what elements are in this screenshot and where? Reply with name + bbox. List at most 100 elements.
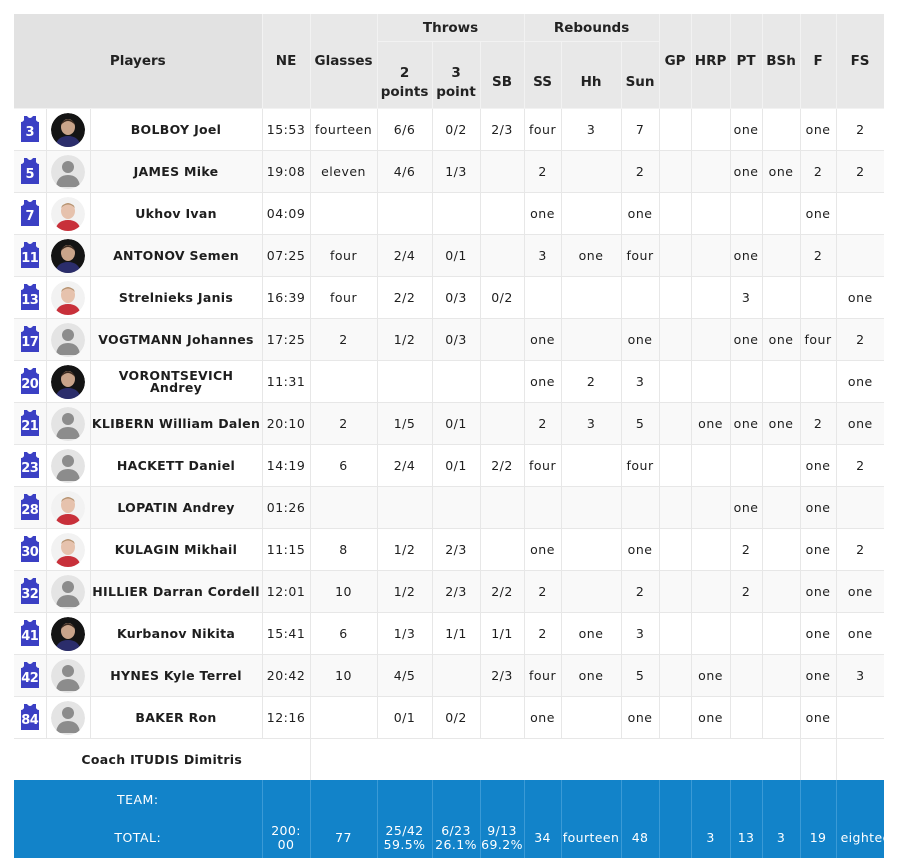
stat-fs: 2 [836, 109, 884, 151]
player-photo-cell [46, 445, 90, 487]
stat-bsh [762, 445, 800, 487]
player-name[interactable]: BAKER Ron [90, 697, 262, 739]
header-pt[interactable]: PT [730, 14, 762, 109]
stat-f: one [800, 445, 836, 487]
header-gp[interactable]: GP [659, 14, 691, 109]
header-sb[interactable]: SB [480, 42, 524, 109]
stat-two: 1/3 [377, 613, 432, 655]
header-bsh[interactable]: BSh [762, 14, 800, 109]
jersey-icon: 13 [21, 284, 39, 310]
header-players[interactable]: Players [14, 14, 262, 109]
stat-glasses: four [310, 235, 377, 277]
stat-hrp [691, 445, 730, 487]
stat-ne: 15:41 [262, 613, 310, 655]
player-name[interactable]: LOPATIN Andrey [90, 487, 262, 529]
stat-f: one [800, 655, 836, 697]
stat-bsh [762, 193, 800, 235]
header-ne[interactable]: NE [262, 14, 310, 109]
stat-hh [561, 487, 621, 529]
player-name[interactable]: HYNES Kyle Terrel [90, 655, 262, 697]
player-photo-cell [46, 151, 90, 193]
player-name[interactable]: HILLIER Darran Cordell [90, 571, 262, 613]
stat-ne: 15:53 [262, 109, 310, 151]
stat-three: 1/1 [432, 613, 480, 655]
player-name[interactable]: KULAGIN Mikhail [90, 529, 262, 571]
header-hrp[interactable]: HRP [691, 14, 730, 109]
stat-bsh [762, 655, 800, 697]
player-name[interactable]: Ukhov Ivan [90, 193, 262, 235]
stat-fs: one [836, 277, 884, 319]
stat-ss: one [524, 193, 561, 235]
jersey-icon: 28 [21, 494, 39, 520]
header-hh[interactable]: Hh [561, 42, 621, 109]
player-name[interactable]: ANTONOV Semen [90, 235, 262, 277]
jersey-icon: 41 [21, 620, 39, 646]
stat-three: 0/2 [432, 109, 480, 151]
player-name[interactable]: KLIBERN William Dalen [90, 403, 262, 445]
jersey-icon: 30 [21, 536, 39, 562]
player-name[interactable]: VOGTMANN Johannes [90, 319, 262, 361]
player-placeholder-icon [51, 449, 85, 483]
stat-ne: 12:16 [262, 697, 310, 739]
stat-f [800, 277, 836, 319]
header-glasses[interactable]: Glasses [310, 14, 377, 109]
stat-glasses [310, 487, 377, 529]
jersey-number-cell: 7 [14, 193, 46, 235]
jersey-number: 41 [21, 629, 39, 644]
team-cell [659, 780, 691, 818]
stat-three: 0/1 [432, 445, 480, 487]
player-avatar [51, 113, 85, 147]
stat-three [432, 193, 480, 235]
stat-hh: 3 [561, 403, 621, 445]
header-ss[interactable]: SS [524, 42, 561, 109]
stat-sun: 2 [621, 151, 659, 193]
player-name[interactable]: BOLBOY Joel [90, 109, 262, 151]
stat-ss [524, 277, 561, 319]
header-fs[interactable]: FS [836, 14, 884, 109]
stat-sb [480, 697, 524, 739]
header-sun[interactable]: Sun [621, 42, 659, 109]
header-f[interactable]: F [800, 14, 836, 109]
stat-gp [659, 277, 691, 319]
table-header: Players NE Glasses Throws Rebounds GP HR… [14, 14, 884, 109]
stat-hh [561, 697, 621, 739]
stat-glasses [310, 697, 377, 739]
stat-fs [836, 193, 884, 235]
player-name[interactable]: Strelnieks Janis [90, 277, 262, 319]
header-two-points[interactable]: 2 points [377, 42, 432, 109]
stat-hrp [691, 277, 730, 319]
player-name[interactable]: HACKETT Daniel [90, 445, 262, 487]
team-cell [377, 780, 432, 818]
stat-hrp [691, 613, 730, 655]
stat-pt [730, 445, 762, 487]
player-name[interactable]: VORONTSEVICH Andrey [90, 361, 262, 403]
jersey-icon: 32 [21, 578, 39, 604]
stat-fs [836, 487, 884, 529]
stat-fs: 3 [836, 655, 884, 697]
stat-ne: 16:39 [262, 277, 310, 319]
player-name[interactable]: Kurbanov Nikita [90, 613, 262, 655]
header-three-point[interactable]: 3 point [432, 42, 480, 109]
stat-glasses: four [310, 277, 377, 319]
player-name[interactable]: JAMES Mike [90, 151, 262, 193]
stat-sun: four [621, 235, 659, 277]
player-placeholder-icon [51, 701, 85, 735]
total-two-pct: 59.5% [378, 838, 432, 852]
jersey-number: 3 [21, 125, 39, 140]
